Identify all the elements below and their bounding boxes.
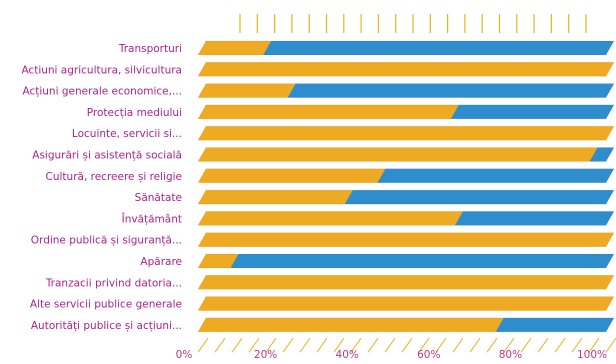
bar-segment-series-2 xyxy=(377,168,615,184)
category-label: Învățământ xyxy=(121,212,182,225)
bar-segment-series-1 xyxy=(197,296,615,311)
bar-segment-series-1 xyxy=(197,211,464,226)
floor-deco-tick xyxy=(537,337,549,353)
bar-segment-series-1 xyxy=(197,125,615,141)
bar-segment-series-2 xyxy=(262,40,615,56)
bar-segment-series-1 xyxy=(197,274,615,290)
floor-deco-tick xyxy=(452,337,464,353)
floor-deco-tick xyxy=(401,337,413,353)
bar-segment-series-2 xyxy=(344,189,615,205)
floor-deco-tick xyxy=(554,337,566,353)
bar-area xyxy=(197,40,615,333)
floor-deco-tick xyxy=(265,337,277,353)
bottom-axis-decoration xyxy=(197,337,616,353)
floor-deco-tick xyxy=(316,337,328,353)
bar-segment-series-2 xyxy=(450,104,615,120)
floor-deco-tick xyxy=(367,337,379,353)
top-axis-decoration xyxy=(239,14,587,33)
floor-deco-tick xyxy=(469,337,481,353)
category-labels: Transporturi Actiuni agricultura, silvicu… xyxy=(21,43,182,332)
x-tick-label: 20% xyxy=(254,349,277,361)
floor-deco-tick xyxy=(588,337,600,353)
x-tick-label: 100% xyxy=(577,349,607,361)
floor-deco-tick xyxy=(282,337,294,353)
category-label: Protecția mediului xyxy=(87,107,182,119)
category-label: Asigurări și asistență socială xyxy=(32,150,182,162)
category-label: Ordine publică și siguranță... xyxy=(31,235,182,247)
floor-deco-tick xyxy=(350,337,362,353)
floor-deco-tick xyxy=(520,337,532,353)
bar-segment-series-1 xyxy=(197,104,460,120)
floor-deco-tick xyxy=(384,337,396,353)
floor-deco-tick xyxy=(486,337,498,353)
category-label: Sănătate xyxy=(135,192,182,204)
bar-segment-series-1 xyxy=(197,83,297,98)
category-label: Cultură, recreere și religie xyxy=(46,171,182,183)
bar-segment-series-2 xyxy=(495,317,615,333)
bar-segment-series-2 xyxy=(287,83,615,98)
x-tick-label: 0% xyxy=(176,349,193,361)
bar-segment-series-1 xyxy=(197,40,272,56)
floor-deco-tick xyxy=(333,337,345,353)
floor-deco-tick xyxy=(299,337,311,353)
category-label: Tranzacii privind datoria... xyxy=(45,277,182,289)
category-label: Actiuni agricultura, silvicultura xyxy=(21,64,182,76)
category-label: Autorități publice și acțiuni... xyxy=(31,320,182,332)
bar-segment-series-1 xyxy=(197,317,505,333)
bar-segment-series-1 xyxy=(197,61,615,77)
floor-deco-tick xyxy=(571,337,583,353)
x-tick-label: 60% xyxy=(417,349,440,361)
bar-segment-series-1 xyxy=(197,168,387,184)
bar-segment-series-1 xyxy=(197,189,354,205)
floor-deco-tick xyxy=(231,337,243,353)
bar-segment-series-2 xyxy=(454,211,615,226)
category-label: Alte servicii publice generale xyxy=(30,299,182,311)
floor-deco-tick xyxy=(435,337,447,353)
floor-deco-tick xyxy=(214,337,226,353)
floor-deco-tick xyxy=(248,337,260,353)
bar-segment-series-1 xyxy=(197,232,615,247)
category-label: Locuinte, servicii si... xyxy=(72,128,182,140)
category-label: Acțiuni generale economice,... xyxy=(22,86,182,98)
floor-deco-tick xyxy=(197,337,209,353)
floor-deco-tick xyxy=(503,337,515,353)
x-tick-labels: 0% 20% 40% 60% 80% 100% xyxy=(176,349,607,361)
bar-segment-series-2 xyxy=(230,253,615,269)
category-label: Apărare xyxy=(140,256,182,268)
category-label: Transporturi xyxy=(118,43,182,55)
bar-segment-series-2 xyxy=(589,147,615,162)
bar-segment-series-1 xyxy=(197,147,599,162)
floor-deco-tick xyxy=(418,337,430,353)
x-tick-label: 40% xyxy=(336,349,359,361)
floor-deco-tick xyxy=(605,337,616,353)
x-tick-label: 80% xyxy=(499,349,522,361)
